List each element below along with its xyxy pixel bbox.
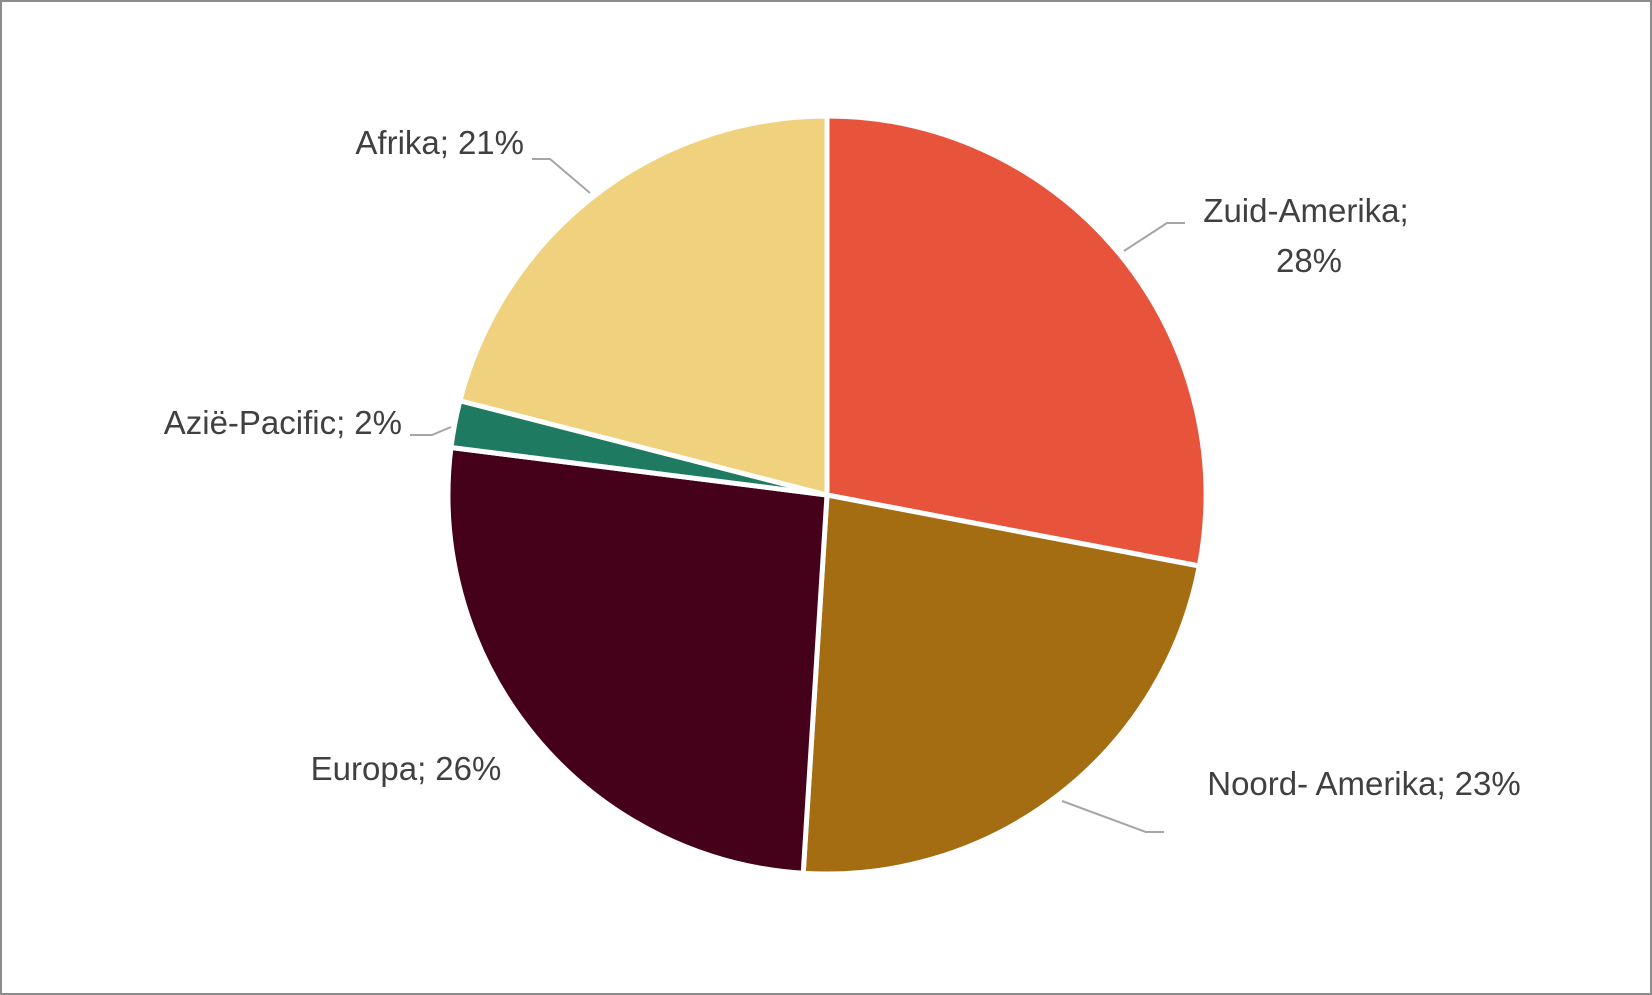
category-label: Europa [311,750,418,787]
data-labels: Zuid-Amerika;28%Noord- Amerika; 23%Europa… [164,124,1521,833]
value-label: 26% [435,750,501,787]
data-label: Europa; 26% [311,750,502,787]
data-label: Afrika; 21% [355,124,524,161]
data-label: Noord- Amerika; 23% [1207,765,1520,802]
category-label: Noord- Amerika [1207,765,1437,802]
label-separator: ; [1400,192,1409,229]
pie-slice [800,492,1202,877]
leader-line [1123,222,1185,252]
leader-line [410,426,452,436]
label-separator: ; [1437,765,1446,802]
data-label: 28% [1276,242,1342,279]
leader-line [532,158,591,194]
data-label: Azië-Pacific; 2% [164,404,402,441]
category-label: Zuid-Amerika [1203,192,1400,229]
category-label: Azië-Pacific [164,404,336,441]
leader-line [1061,800,1164,833]
pie-slice [824,113,1209,569]
category-label: Afrika [355,124,440,161]
value-label: 21% [458,124,524,161]
label-separator: ; [440,124,449,161]
pie [445,113,1209,877]
pie-slice [445,444,830,876]
value-label: 28% [1276,242,1342,279]
label-separator: ; [336,404,345,441]
value-label: 23% [1455,765,1521,802]
label-separator: ; [417,750,426,787]
data-label: Zuid-Amerika; [1203,192,1408,229]
value-label: 2% [354,404,402,441]
pie-slice [457,113,830,498]
